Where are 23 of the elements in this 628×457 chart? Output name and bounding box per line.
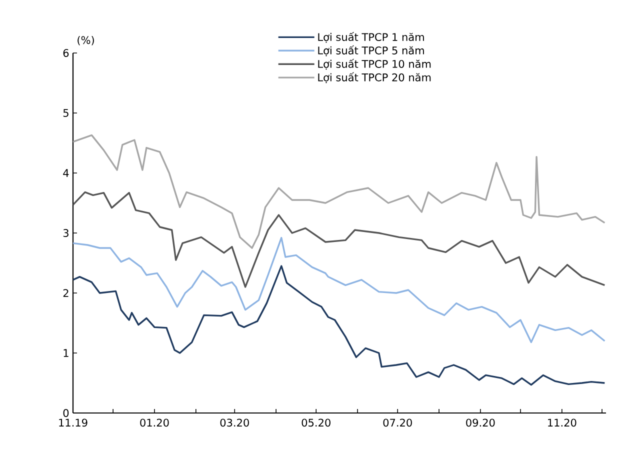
y-tick-label: 6 xyxy=(63,49,69,57)
legend-label: Lợi suất TPCP 10 năm xyxy=(318,58,431,70)
legend-label: Lợi suất TPCP 5 năm xyxy=(318,45,424,56)
y-tick-label: 1 xyxy=(64,349,68,357)
line-series xyxy=(73,134,606,249)
y-tick-label: 5 xyxy=(63,109,68,117)
y-tick-label: 4 xyxy=(63,169,69,177)
x-tick-label: 07.20 xyxy=(383,418,412,427)
legend-label: Lợi suất TPCP 20 năm xyxy=(318,72,431,84)
y-tick-label: 2 xyxy=(63,289,68,297)
line-series xyxy=(73,236,606,344)
x-tick-label: 11.20 xyxy=(548,418,576,427)
line-series xyxy=(73,191,606,288)
x-tick-label: 11.19 xyxy=(59,418,88,427)
x-tick-label: 01.20 xyxy=(140,418,169,427)
line-series xyxy=(73,265,606,386)
y-axis-title: (%) xyxy=(78,36,94,46)
y-tick-label: 0 xyxy=(63,409,69,417)
legend-label: Lợi suất TPCP 1 năm xyxy=(318,32,424,43)
y-tick-label: 3 xyxy=(63,229,68,237)
x-tick-label: 03.20 xyxy=(220,418,249,427)
x-tick-label: 05.20 xyxy=(302,418,330,427)
x-tick-label: 09.20 xyxy=(466,418,495,427)
